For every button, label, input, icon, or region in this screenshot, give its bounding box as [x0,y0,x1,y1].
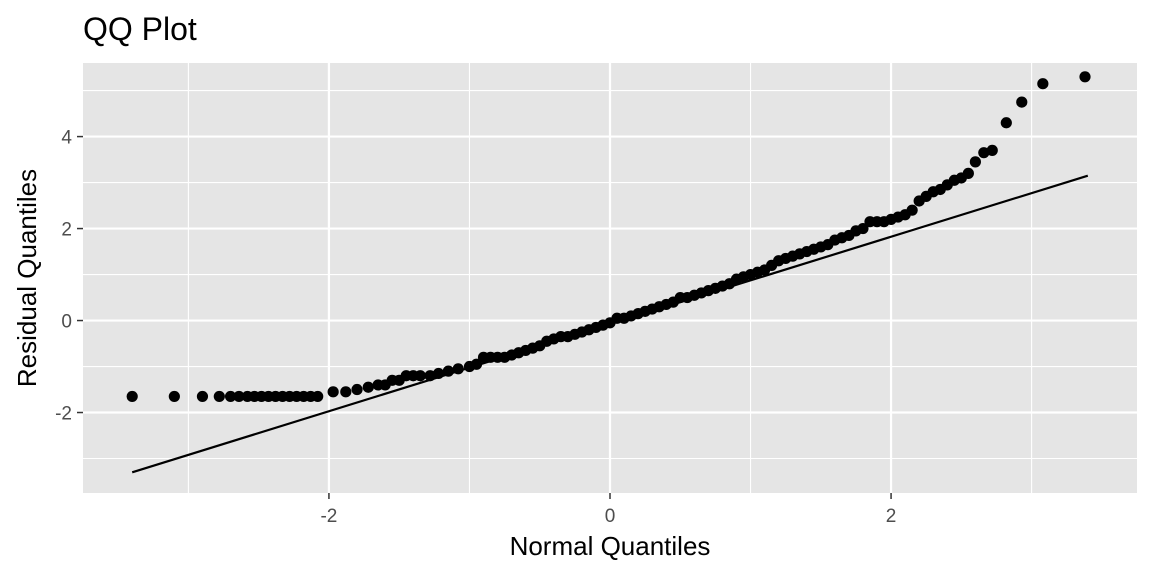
data-point [906,204,918,216]
y-axis-title: Residual Quantiles [12,169,42,387]
data-point [1016,96,1028,108]
data-point [1000,117,1012,129]
data-point [168,390,180,403]
data-point [452,363,464,375]
x-tick-label: 2 [886,506,897,527]
y-axis: -2 0 2 4 [55,128,83,425]
y-tick-label: -2 [55,404,72,425]
chart-title: QQ Plot [83,11,197,47]
data-points [126,71,1091,403]
data-point [351,383,363,396]
data-point [969,156,981,168]
y-tick-label: 4 [61,128,72,149]
data-point [312,390,324,403]
y-tick-label: 0 [61,312,72,333]
data-point [196,390,209,403]
data-point [442,365,454,377]
data-point [470,358,483,370]
data-point [962,167,974,179]
data-point [126,390,138,403]
data-point [1079,71,1091,83]
data-point [424,370,436,382]
y-tick-label: 2 [61,220,72,241]
data-point [857,222,869,235]
data-point [362,381,374,393]
x-tick-label: 0 [605,506,616,527]
data-point [414,370,426,382]
data-point [986,144,998,156]
data-point [213,390,225,403]
x-tick-label: -2 [320,506,337,527]
x-axis: -2 0 2 [320,493,896,527]
data-point [327,386,339,398]
x-axis-title: Normal Quantiles [510,531,711,561]
data-point [432,367,445,380]
data-point [1037,78,1049,90]
data-point [233,390,245,403]
data-point [978,147,990,159]
data-point [340,386,352,398]
data-point [224,390,237,403]
